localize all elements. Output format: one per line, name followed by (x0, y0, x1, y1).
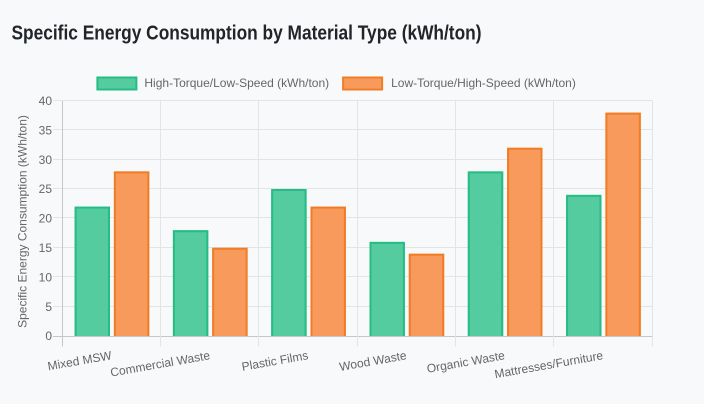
svg-text:0: 0 (45, 329, 52, 343)
svg-text:Specific Energy Consumption by: Specific Energy Consumption by Material … (12, 22, 482, 44)
svg-text:Low-Torque/High-Speed (kWh/ton: Low-Torque/High-Speed (kWh/ton) (391, 76, 576, 90)
svg-text:10: 10 (39, 270, 53, 284)
svg-text:Wood Waste: Wood Waste (338, 348, 408, 374)
svg-text:Specific Energy Consumption (k: Specific Energy Consumption (kWh/ton) (16, 115, 30, 328)
svg-text:25: 25 (39, 182, 53, 196)
svg-text:Plastic Films: Plastic Films (241, 348, 310, 373)
svg-text:Commercial Waste: Commercial Waste (109, 348, 211, 379)
svg-text:15: 15 (39, 241, 53, 255)
svg-text:Mixed MSW: Mixed MSW (47, 348, 114, 373)
svg-text:5: 5 (45, 300, 52, 314)
svg-text:40: 40 (39, 94, 53, 108)
svg-text:20: 20 (39, 212, 53, 226)
svg-text:High-Torque/Low-Speed (kWh/ton: High-Torque/Low-Speed (kWh/ton) (144, 76, 329, 90)
svg-text:30: 30 (39, 153, 53, 167)
svg-text:Mattresses/Furniture: Mattresses/Furniture (493, 348, 604, 381)
svg-text:35: 35 (39, 123, 53, 137)
